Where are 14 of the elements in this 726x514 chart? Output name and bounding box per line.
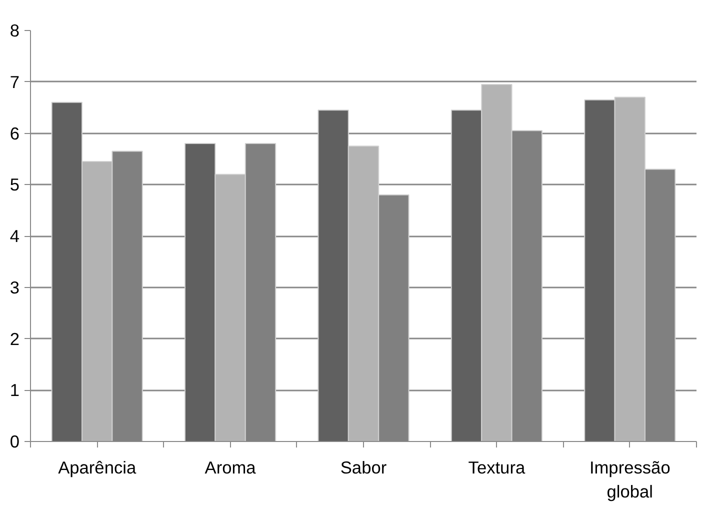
y-tick-label: 2 — [10, 328, 20, 349]
x-tick-label: Impressão global — [589, 458, 670, 502]
y-tick-label: 1 — [10, 380, 20, 400]
x-tick-label: Textura — [468, 458, 526, 478]
x-tick-label: Sabor — [340, 458, 387, 478]
y-tick-label: 8 — [10, 20, 20, 40]
y-tick-label: 4 — [10, 226, 20, 246]
x-tick-label: Aparência — [58, 458, 136, 478]
x-tick-label: Aroma — [204, 458, 256, 478]
y-tick-label: 6 — [10, 123, 20, 144]
y-tick-label: 0 — [10, 432, 20, 452]
y-tick-label: 7 — [10, 72, 20, 92]
y-tick-label: 3 — [10, 277, 20, 298]
y-tick-label: 5 — [10, 174, 20, 195]
